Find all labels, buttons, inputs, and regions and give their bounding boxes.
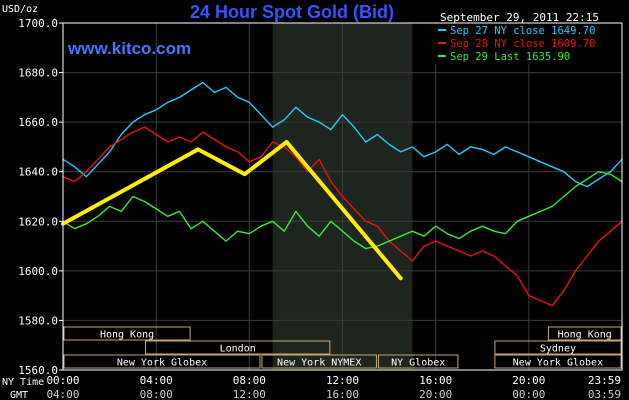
y-tick-label: 1560.0	[18, 364, 58, 377]
market-session-box	[547, 326, 622, 341]
x-tick-label-ny: 20:00	[512, 374, 545, 387]
x-tick-label-ny: 04:00	[140, 374, 173, 387]
x-tick-label-ny: 00:00	[46, 374, 79, 387]
series-line-2	[62, 126, 623, 307]
plot-frame	[62, 22, 623, 371]
x-tick-label-gmt: 00:00	[512, 388, 545, 400]
x-tick-label-ny: 12:00	[326, 374, 359, 387]
market-session-box	[494, 340, 622, 355]
x-tick-label-ny: 23:59	[588, 374, 621, 387]
y-tick-label: 1680.0	[18, 67, 58, 80]
market-session-box	[494, 354, 622, 369]
annotation-trend-line	[61, 140, 403, 281]
series-line-1	[62, 81, 623, 188]
watermark-text: www.kitco.com	[67, 39, 191, 58]
market-session-label: New York Globex	[117, 358, 207, 369]
y-axis-unit-label: USD/oz	[2, 4, 38, 15]
y-tick-label: 1580.0	[18, 314, 58, 327]
market-session-label: Hong Kong	[100, 330, 154, 341]
y-tick-label: 1660.0	[18, 116, 58, 129]
market-session-box	[377, 354, 459, 369]
x-tick-label-gmt: 03:59	[588, 388, 621, 400]
legend-item: Sep 28 NY close 1609.70	[450, 38, 595, 50]
market-session-box	[63, 326, 191, 341]
market-session-box	[145, 340, 331, 355]
legend-item: Sep 27 NY close 1649.70	[450, 25, 595, 37]
market-session-label: London	[220, 344, 256, 355]
market-session-label: NY Globex	[391, 358, 445, 369]
x-tick-label-gmt: 04:00	[46, 388, 79, 400]
x-tick-label-gmt: 16:00	[326, 388, 359, 400]
x-axis-row-label-gmt: GMT	[10, 390, 28, 400]
y-tick-label: 1700.0	[18, 17, 58, 30]
market-session-label: New York NYMEX	[277, 358, 361, 369]
market-session-label: Hong Kong	[558, 330, 612, 341]
x-tick-label-ny: 08:00	[233, 374, 266, 387]
y-tick-label: 1620.0	[18, 215, 58, 228]
y-tick-label: 1600.0	[18, 265, 58, 278]
market-session-label: Sydney	[540, 344, 576, 355]
x-tick-label-gmt: 08:00	[140, 388, 173, 400]
legend-item: Sep 29 Last 1635.90	[450, 51, 570, 63]
market-session-box	[63, 354, 261, 369]
market-session-box	[261, 354, 377, 369]
y-tick-label: 1640.0	[18, 166, 58, 179]
series-line-3	[62, 170, 623, 250]
market-session-label: New York Globex	[513, 358, 603, 369]
x-tick-label-gmt: 12:00	[233, 388, 266, 400]
x-tick-label-gmt: 20:00	[419, 388, 452, 400]
x-axis-row-label-ny: NY Time	[2, 377, 44, 388]
chart-title: 24 Hour Spot Gold (Bid)	[190, 2, 394, 22]
x-tick-label-ny: 16:00	[419, 374, 452, 387]
chart-datetime: September 29, 2011 22:15	[440, 11, 599, 24]
